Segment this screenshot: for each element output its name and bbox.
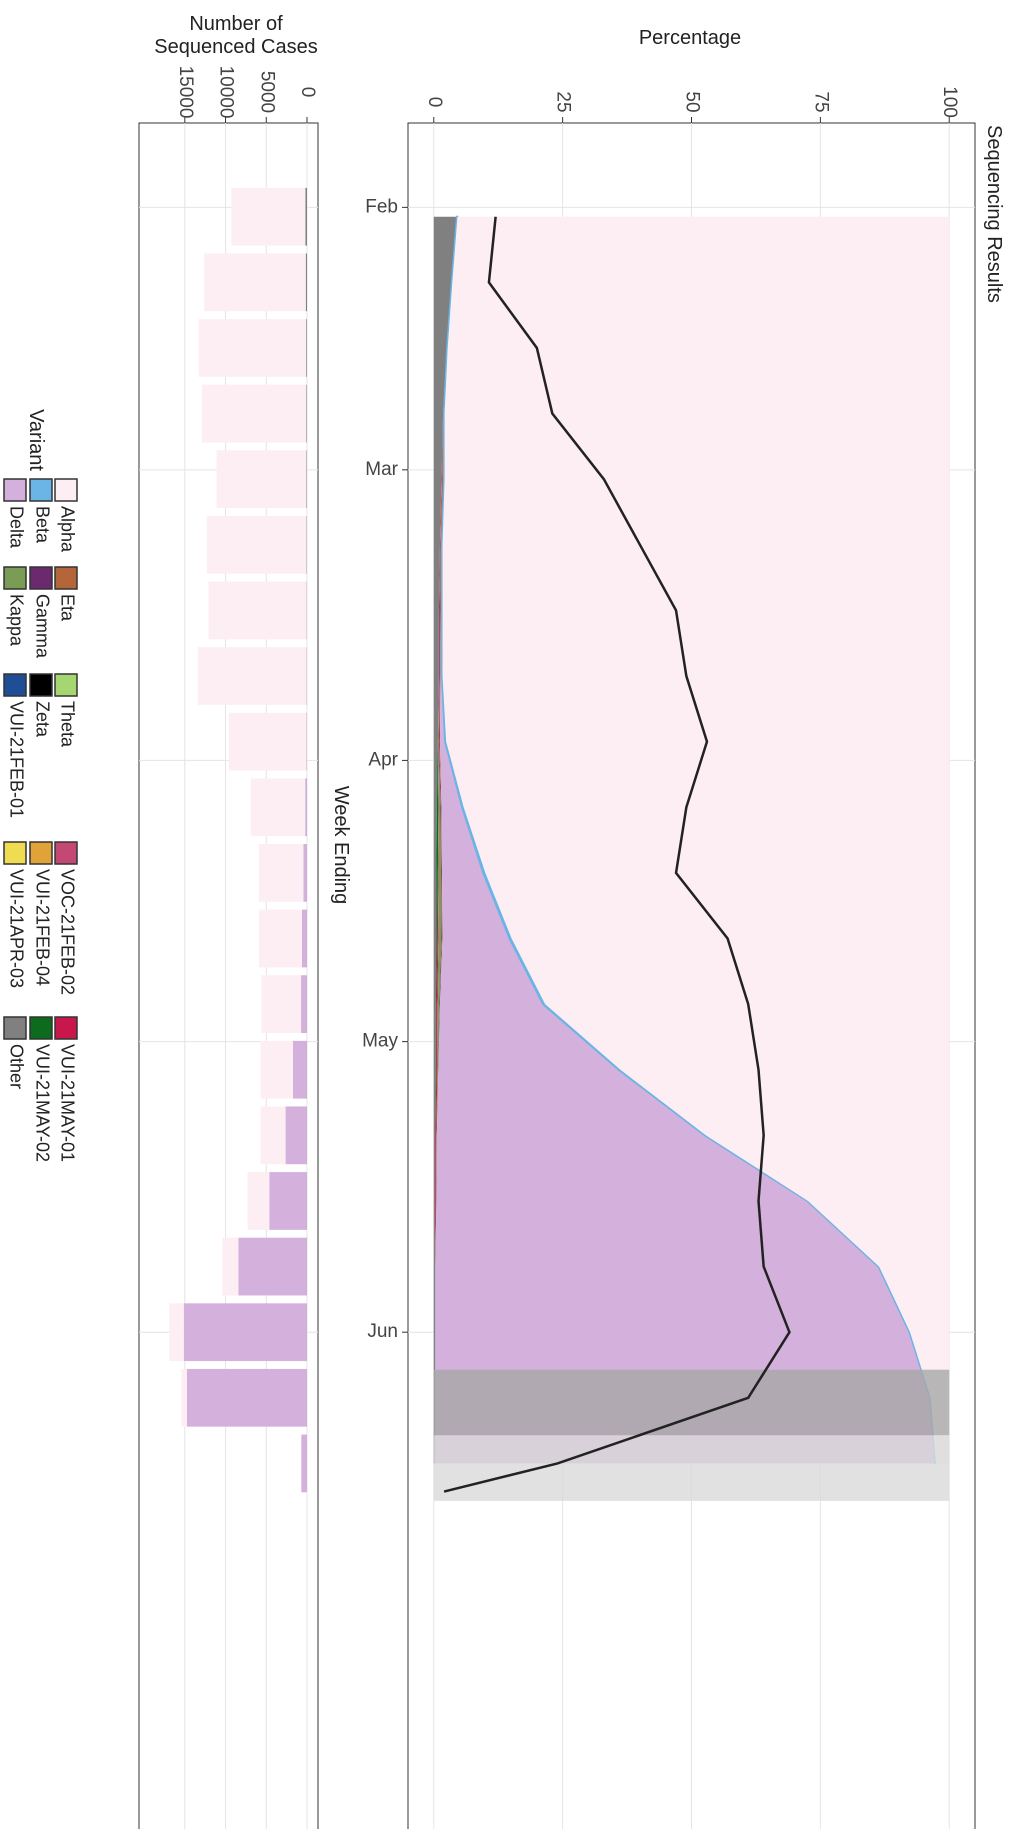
legend-label: Other	[6, 1044, 26, 1089]
bar	[305, 188, 307, 246]
legend-swatch	[55, 842, 77, 864]
bar	[261, 1106, 286, 1164]
bar	[182, 1369, 187, 1427]
legend-swatch	[4, 674, 26, 696]
bar	[238, 1238, 306, 1296]
bar	[306, 319, 307, 377]
legend-label: Kappa	[6, 594, 26, 647]
bar	[303, 844, 306, 902]
legend-label: VUI-21MAY-01	[57, 1044, 77, 1162]
legend-label: VUI-21FEB-04	[32, 869, 52, 986]
legend-label: Eta	[57, 594, 77, 622]
bar	[302, 910, 307, 968]
y2-axis-title-line: Sequenced Cases	[154, 36, 317, 58]
y-tick-label: 75	[810, 91, 831, 112]
bar	[248, 1172, 270, 1230]
bar	[199, 319, 307, 377]
y2-tick-label: 0	[297, 87, 318, 98]
bar	[217, 450, 307, 508]
bar	[306, 253, 307, 311]
legend-swatch	[4, 842, 26, 864]
x-tick-label: Apr	[368, 749, 398, 770]
bar	[293, 1041, 307, 1099]
bar	[261, 975, 301, 1033]
legend-label: Delta	[6, 506, 26, 549]
bar	[305, 778, 307, 836]
legend-swatch	[4, 567, 26, 589]
y-axis-title: Percentage	[639, 27, 741, 49]
bar	[259, 844, 304, 902]
bar	[286, 1106, 307, 1164]
bar	[198, 647, 307, 705]
legend-label: Theta	[57, 701, 77, 748]
legend-swatch	[30, 842, 52, 864]
y2-axis-title-line: Number of	[189, 13, 283, 35]
legend-swatch	[30, 674, 52, 696]
x-tick-label: May	[362, 1031, 398, 1052]
legend-swatch	[55, 567, 77, 589]
bar	[259, 910, 302, 968]
x-axis-title: Week Ending	[330, 786, 352, 905]
bar	[208, 582, 306, 640]
bar	[207, 516, 307, 574]
shaded-range	[434, 1370, 949, 1436]
y2-tick-label: 5000	[256, 71, 277, 113]
bar	[222, 1238, 238, 1296]
legend-swatch	[30, 567, 52, 589]
bar	[204, 253, 305, 311]
legend-swatch	[30, 479, 52, 501]
legend-title: Variant	[25, 409, 47, 471]
shaded-range	[434, 1435, 949, 1501]
legend-label: VUI-21MAY-02	[32, 1044, 52, 1162]
bar	[169, 1303, 183, 1361]
y-tick-label: 25	[553, 91, 574, 112]
bar	[202, 385, 306, 443]
legend-swatch	[55, 1017, 77, 1039]
legend-swatch	[4, 479, 26, 501]
bar	[261, 1041, 293, 1099]
bar	[251, 778, 305, 836]
y-tick-label: 50	[681, 91, 702, 112]
bar	[301, 1435, 307, 1493]
y2-tick-label: 10000	[216, 66, 237, 119]
bar	[306, 385, 307, 443]
y2-tick-label: 15000	[175, 66, 196, 119]
legend-label: Zeta	[32, 701, 52, 738]
bar	[301, 975, 307, 1033]
bar	[184, 1303, 307, 1361]
x-tick-label: Feb	[365, 196, 398, 217]
bar	[231, 188, 305, 246]
legend-label: VOC-21FEB-02	[57, 869, 77, 995]
bar	[229, 713, 307, 771]
legend-label: VUI-21FEB-01	[6, 701, 26, 818]
x-tick-label: Jun	[367, 1321, 398, 1342]
y-tick-label: 0	[424, 97, 445, 108]
legend-swatch	[55, 674, 77, 696]
bar	[269, 1172, 306, 1230]
y-tick-label: 100	[939, 86, 960, 118]
legend-swatch	[55, 479, 77, 501]
legend-label: Gamma	[32, 594, 52, 659]
legend-swatch	[4, 1017, 26, 1039]
chart-title: Sequencing Results	[983, 125, 1005, 303]
legend-label: Alpha	[57, 506, 77, 553]
legend-label: VUI-21APR-03	[6, 869, 26, 988]
x-tick-label: Mar	[365, 459, 398, 480]
bar	[187, 1369, 307, 1427]
legend-swatch	[30, 1017, 52, 1039]
legend-label: Beta	[32, 506, 52, 544]
